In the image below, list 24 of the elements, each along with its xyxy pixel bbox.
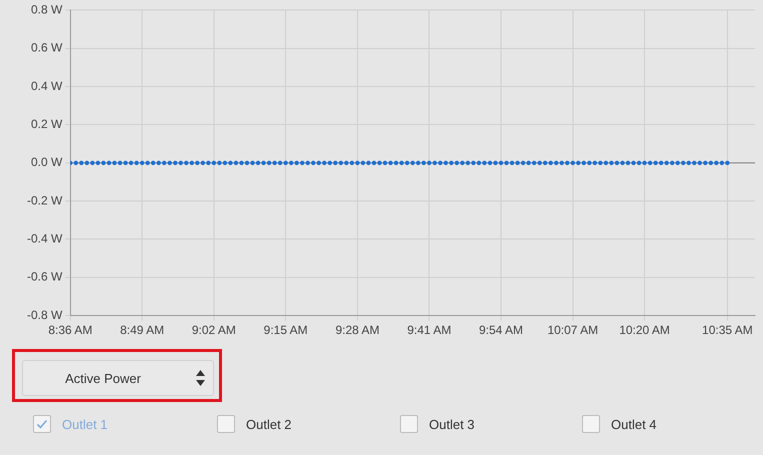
x-tick-label: 8:49 AM xyxy=(120,323,164,338)
y-tick-label: 0.0 W xyxy=(30,155,64,170)
x-tick-label: 9:41 AM xyxy=(407,323,452,338)
x-tick-label: 9:54 AM xyxy=(478,323,524,338)
y-tick-label: 0.4 W xyxy=(30,78,64,93)
text: Outlet 2 xyxy=(246,416,292,432)
x-tick-label: 9:15 AM xyxy=(264,323,308,338)
text: Outlet 4 xyxy=(611,416,657,432)
y-tick-label: 0.2 W xyxy=(30,117,64,132)
legend-label: Outlet 1 xyxy=(62,416,108,432)
x-tick-label: 10:35 AM xyxy=(702,323,753,338)
x-tick-label: 8:36 AM xyxy=(48,323,92,338)
x-tick-label: 10:07 AM xyxy=(547,323,598,338)
y-tick-label: 0.8 W xyxy=(30,2,64,17)
x-tick-label: 9:02 AM xyxy=(192,323,236,338)
y-tick-label: 0.6 W xyxy=(30,40,64,55)
y-tick-label: -0.8 W xyxy=(26,308,64,322)
y-tick-label: -0.2 W xyxy=(26,193,64,208)
x-tick-label: 9:28 AM xyxy=(335,323,380,338)
y-tick-label: -0.6 W xyxy=(26,270,64,284)
text: Outlet 3 xyxy=(429,416,475,432)
dropdown-field: Active Power xyxy=(22,360,214,396)
y-tick-label: -0.4 W xyxy=(26,232,64,246)
x-tick-label: 10:20 AM xyxy=(619,323,670,338)
